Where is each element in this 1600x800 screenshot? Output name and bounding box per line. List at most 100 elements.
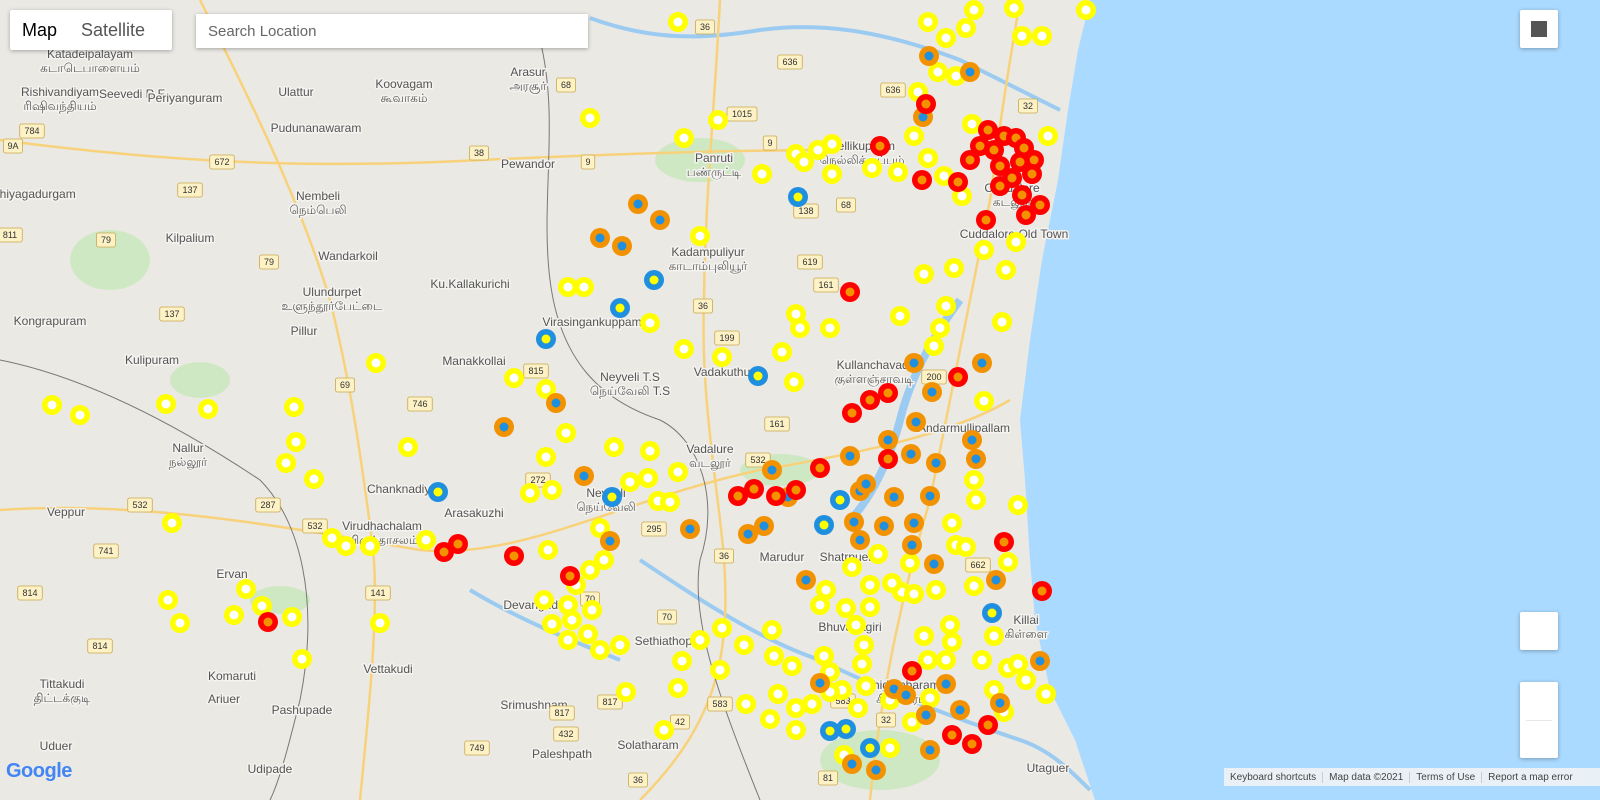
map-marker[interactable] — [994, 532, 1014, 552]
map-marker[interactable] — [906, 412, 926, 432]
map-type-button[interactable]: Satellite — [81, 19, 146, 40]
map-marker[interactable] — [1076, 0, 1096, 20]
map-marker[interactable] — [728, 486, 748, 506]
map-marker[interactable] — [590, 228, 610, 248]
map-marker[interactable] — [820, 318, 840, 338]
footer-link[interactable]: Keyboard shortcuts — [1224, 771, 1324, 783]
map-marker[interactable] — [948, 172, 968, 192]
map-marker[interactable] — [754, 516, 774, 536]
map-marker[interactable] — [602, 487, 622, 507]
map-marker[interactable] — [1004, 0, 1024, 18]
map-marker[interactable] — [610, 298, 630, 318]
map-marker[interactable] — [680, 519, 700, 539]
map-marker[interactable] — [878, 383, 898, 403]
map-marker[interactable] — [904, 126, 924, 146]
map-marker[interactable] — [546, 393, 566, 413]
map-marker[interactable] — [610, 635, 630, 655]
map-marker[interactable] — [558, 277, 578, 297]
map-marker[interactable] — [978, 715, 998, 735]
map-marker[interactable] — [1016, 205, 1036, 225]
map-marker[interactable] — [922, 382, 942, 402]
map-marker[interactable] — [914, 626, 934, 646]
map-marker[interactable] — [258, 612, 278, 632]
map-marker[interactable] — [650, 210, 670, 230]
map-marker[interactable] — [914, 264, 934, 284]
map-marker[interactable] — [654, 720, 674, 740]
map-marker[interactable] — [904, 584, 924, 604]
map-marker[interactable] — [896, 685, 916, 705]
map-marker[interactable] — [158, 590, 178, 610]
map-marker[interactable] — [762, 460, 782, 480]
map-marker[interactable] — [810, 458, 830, 478]
map-marker[interactable] — [594, 550, 614, 570]
map-marker[interactable] — [644, 270, 664, 290]
map-marker[interactable] — [292, 649, 312, 669]
map-marker[interactable] — [842, 557, 862, 577]
map-marker[interactable] — [816, 580, 836, 600]
map-marker[interactable] — [366, 353, 386, 373]
map-marker[interactable] — [580, 108, 600, 128]
map-marker[interactable] — [558, 595, 578, 615]
map-marker[interactable] — [434, 542, 454, 562]
map-marker[interactable] — [901, 444, 921, 464]
map-marker[interactable] — [956, 18, 976, 38]
map-marker[interactable] — [534, 590, 554, 610]
map-marker[interactable] — [786, 480, 806, 500]
map-marker[interactable] — [574, 466, 594, 486]
map-marker[interactable] — [956, 537, 976, 557]
map-marker[interactable] — [924, 554, 944, 574]
map-marker[interactable] — [924, 336, 944, 356]
map-marker[interactable] — [846, 615, 866, 635]
map-marker[interactable] — [1012, 26, 1032, 46]
map-marker[interactable] — [620, 472, 640, 492]
map-marker[interactable] — [538, 540, 558, 560]
map-marker[interactable] — [1032, 581, 1052, 601]
map-marker[interactable] — [920, 688, 940, 708]
map-marker[interactable] — [398, 437, 418, 457]
map-marker[interactable] — [860, 597, 880, 617]
map-marker[interactable] — [736, 694, 756, 714]
map-marker[interactable] — [860, 575, 880, 595]
map-marker[interactable] — [884, 487, 904, 507]
map-marker[interactable] — [710, 660, 730, 680]
map-marker[interactable] — [962, 734, 982, 754]
map-marker[interactable] — [674, 128, 694, 148]
map-marker[interactable] — [984, 626, 1004, 646]
map-marker[interactable] — [840, 446, 860, 466]
map-marker[interactable] — [919, 46, 939, 66]
map-marker[interactable] — [1032, 26, 1052, 46]
map-marker[interactable] — [612, 236, 632, 256]
map-marker[interactable] — [996, 260, 1016, 280]
map-marker[interactable] — [580, 560, 600, 580]
map-marker[interactable] — [560, 566, 580, 586]
map-marker[interactable] — [794, 152, 814, 172]
map-marker[interactable] — [986, 570, 1006, 590]
map-marker[interactable] — [360, 536, 380, 556]
map-marker[interactable] — [814, 646, 834, 666]
map-marker[interactable] — [918, 12, 938, 32]
map-marker[interactable] — [494, 417, 514, 437]
footer-link[interactable]: Report a map error — [1488, 771, 1573, 783]
map-marker[interactable] — [860, 738, 880, 758]
map-marker[interactable] — [738, 524, 758, 544]
map-marker[interactable] — [960, 150, 980, 170]
map-marker[interactable] — [604, 437, 624, 457]
map-marker[interactable] — [1012, 185, 1032, 205]
map-marker[interactable] — [842, 754, 862, 774]
map-marker[interactable] — [918, 650, 938, 670]
map-marker[interactable] — [976, 210, 996, 230]
map-marker[interactable] — [416, 530, 436, 550]
map-marker[interactable] — [786, 720, 806, 740]
map-marker[interactable] — [820, 721, 840, 741]
map-marker[interactable] — [1022, 164, 1042, 184]
map-marker[interactable] — [428, 482, 448, 502]
map-marker[interactable] — [156, 394, 176, 414]
map-marker[interactable] — [788, 187, 808, 207]
map-marker[interactable] — [668, 462, 688, 482]
map-marker[interactable] — [928, 62, 948, 82]
map-marker[interactable] — [1008, 654, 1028, 674]
map-marker[interactable] — [990, 176, 1010, 196]
map-marker[interactable] — [920, 740, 940, 760]
map-marker[interactable] — [878, 449, 898, 469]
map-marker[interactable] — [252, 596, 272, 616]
